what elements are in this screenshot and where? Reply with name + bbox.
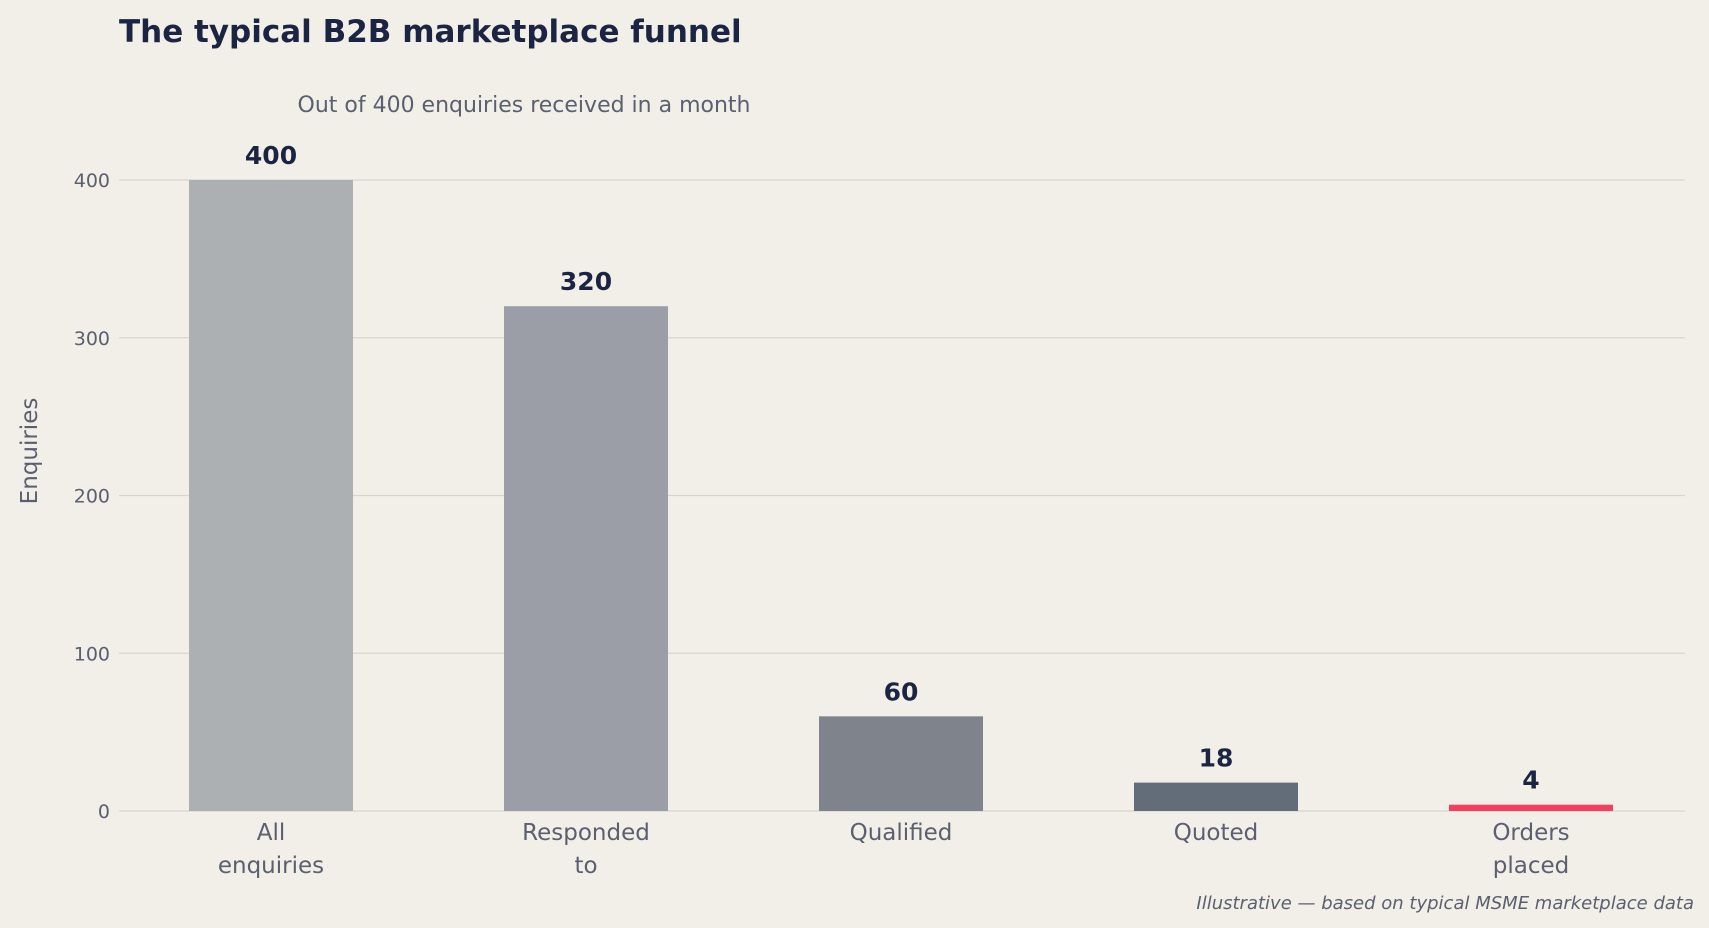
y-axis-label: Enquiries [17,398,43,505]
x-tick-label: Orders placed [1492,820,1569,879]
bar [504,306,668,811]
data-label: 4 [1522,766,1539,795]
chart-title: The typical B2B marketplace funnel [119,14,742,50]
data-label: 400 [245,141,297,170]
x-tick-label: Responded to [522,820,650,879]
x-tick-label: Quoted [1174,820,1259,846]
y-tick-label: 300 [74,328,110,350]
y-tick-label: 200 [74,486,110,508]
y-tick-label: 0 [98,801,110,823]
bar [819,716,983,811]
x-tick-label: All enquiries [218,820,324,879]
bar [1449,804,1613,811]
chart-subtitle: Out of 400 enquiries received in a month [298,93,751,118]
bar [189,180,353,811]
data-label: 320 [560,267,612,296]
y-tick-label: 100 [74,643,110,665]
data-label: 60 [884,677,919,706]
data-label: 18 [1199,744,1234,773]
x-tick-label: Qualified [850,820,953,846]
bar [1134,782,1298,811]
footnote: Illustrative — based on typical MSME mar… [1196,893,1694,914]
y-tick-label: 400 [74,170,110,192]
